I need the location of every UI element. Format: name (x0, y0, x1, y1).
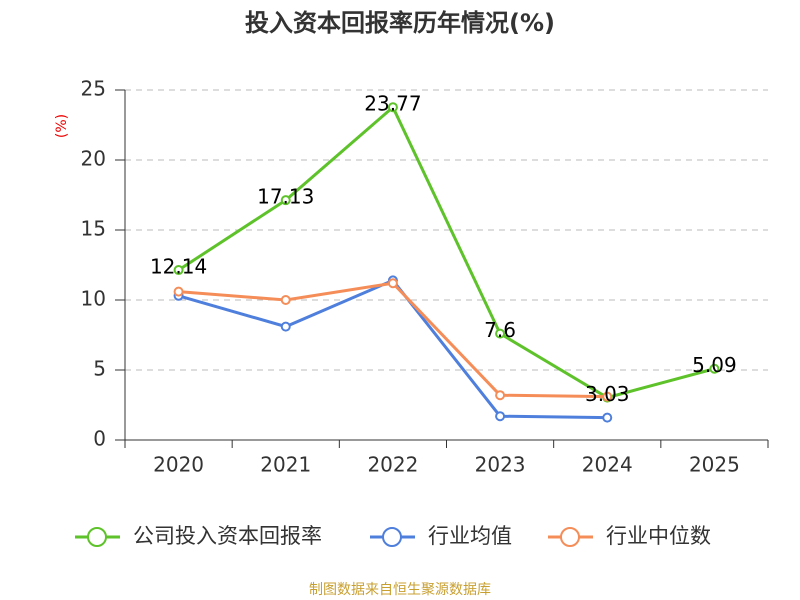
point (602, 391, 613, 402)
legend-marker (560, 527, 580, 547)
point (173, 265, 184, 276)
point (602, 412, 613, 423)
point (280, 321, 291, 332)
y-axis-label: (%) (54, 114, 70, 138)
x-tick-label: 2022 (367, 453, 418, 477)
chart-title: 投入资本回报率历年情况(%) (245, 9, 555, 37)
data-label: 17.13 (257, 185, 314, 209)
legend-label: 公司投入资本回报率 (133, 524, 322, 548)
point (495, 411, 506, 422)
data-label: 12.14 (150, 255, 207, 279)
series-line (177, 104, 715, 400)
y-tick-label: 5 (93, 357, 106, 381)
y-tick-label: 10 (81, 287, 106, 311)
point (387, 278, 398, 289)
point (495, 328, 506, 339)
source-note: 制图数据来自恒生聚源数据库 (309, 582, 491, 598)
x-tick-label: 2020 (153, 453, 204, 477)
data-label: 5.09 (692, 353, 737, 377)
x-tick-label: 2025 (689, 453, 740, 477)
legend-label: 行业中位数 (606, 524, 711, 548)
point (173, 286, 184, 297)
point (280, 195, 291, 206)
legend-marker (382, 527, 402, 547)
x-tick-label: 2023 (475, 453, 526, 477)
data-label: 23.77 (364, 92, 421, 116)
data-label: 3.03 (585, 382, 630, 406)
y-tick-label: 20 (81, 147, 106, 171)
point (387, 102, 398, 113)
legend-marker (87, 527, 107, 547)
point (709, 363, 720, 374)
y-tick-label: 25 (81, 77, 106, 101)
y-tick-label: 15 (81, 217, 106, 241)
data-label: 7.6 (484, 318, 516, 342)
legend-label: 行业均值 (428, 524, 512, 548)
x-tick-label: 2024 (582, 453, 633, 477)
point (280, 295, 291, 305)
y-tick-label: 0 (93, 427, 106, 451)
x-tick-label: 2021 (260, 453, 311, 477)
point (495, 390, 506, 401)
